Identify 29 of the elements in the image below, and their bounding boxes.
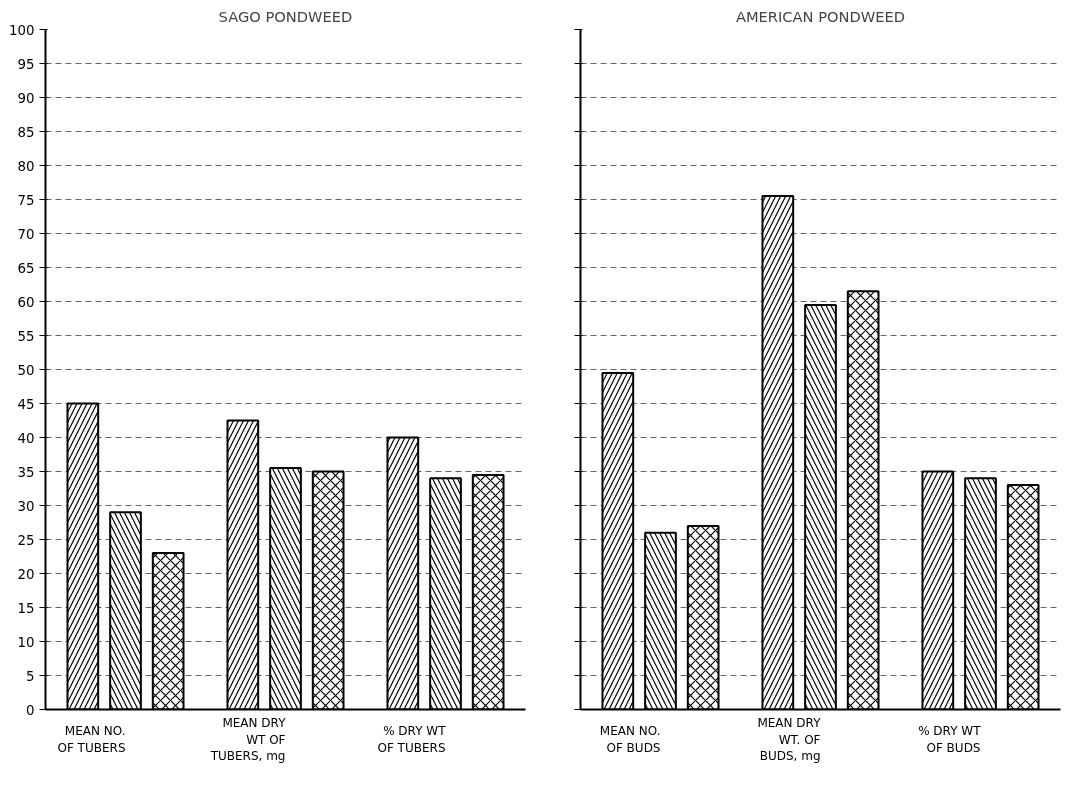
y-tick-label: 5 xyxy=(26,668,35,684)
y-tick-label: 70 xyxy=(17,226,35,242)
x-tick-label: % DRY WT OF TUBERS xyxy=(377,724,447,755)
y-tick-label: 55 xyxy=(17,328,35,344)
y-tick-label: 60 xyxy=(17,294,35,310)
x-tick-label: MEAN NO. OF TUBERS xyxy=(57,724,126,755)
y-tick-label: 45 xyxy=(17,396,35,412)
chart-title: AMERICAN PONDWEED xyxy=(735,7,906,25)
y-tick-label: 20 xyxy=(17,566,35,582)
y-tick-label: 65 xyxy=(17,260,35,276)
x-tick-label: % DRY WT OF BUDS xyxy=(918,724,982,755)
y-tick-label: 35 xyxy=(17,464,35,480)
y-tick-label: 50 xyxy=(17,362,35,378)
y-tick-label: 85 xyxy=(17,124,35,140)
y-tick-label: 15 xyxy=(17,600,35,616)
chart-title: SAGO PONDWEED xyxy=(218,7,353,25)
x-tick-label: MEAN DRY WT. OF BUDS, mg xyxy=(757,715,822,764)
y-tick-label: 25 xyxy=(17,532,35,548)
y-tick-label: 40 xyxy=(17,430,35,446)
y-tick-label: 100 xyxy=(9,22,35,38)
y-tick-label: 75 xyxy=(17,192,35,208)
y-tick-label: 95 xyxy=(17,56,35,72)
x-tick-label: MEAN NO. OF BUDS xyxy=(599,724,661,755)
x-tick-label: MEAN DRY WT OF TUBERS, mg xyxy=(209,715,287,764)
y-tick-label: 80 xyxy=(17,158,35,174)
y-tick-label: 10 xyxy=(17,634,35,650)
y-tick-label: 90 xyxy=(17,90,35,106)
y-tick-label: 30 xyxy=(17,498,35,514)
y-tick-label: 0 xyxy=(26,702,35,718)
